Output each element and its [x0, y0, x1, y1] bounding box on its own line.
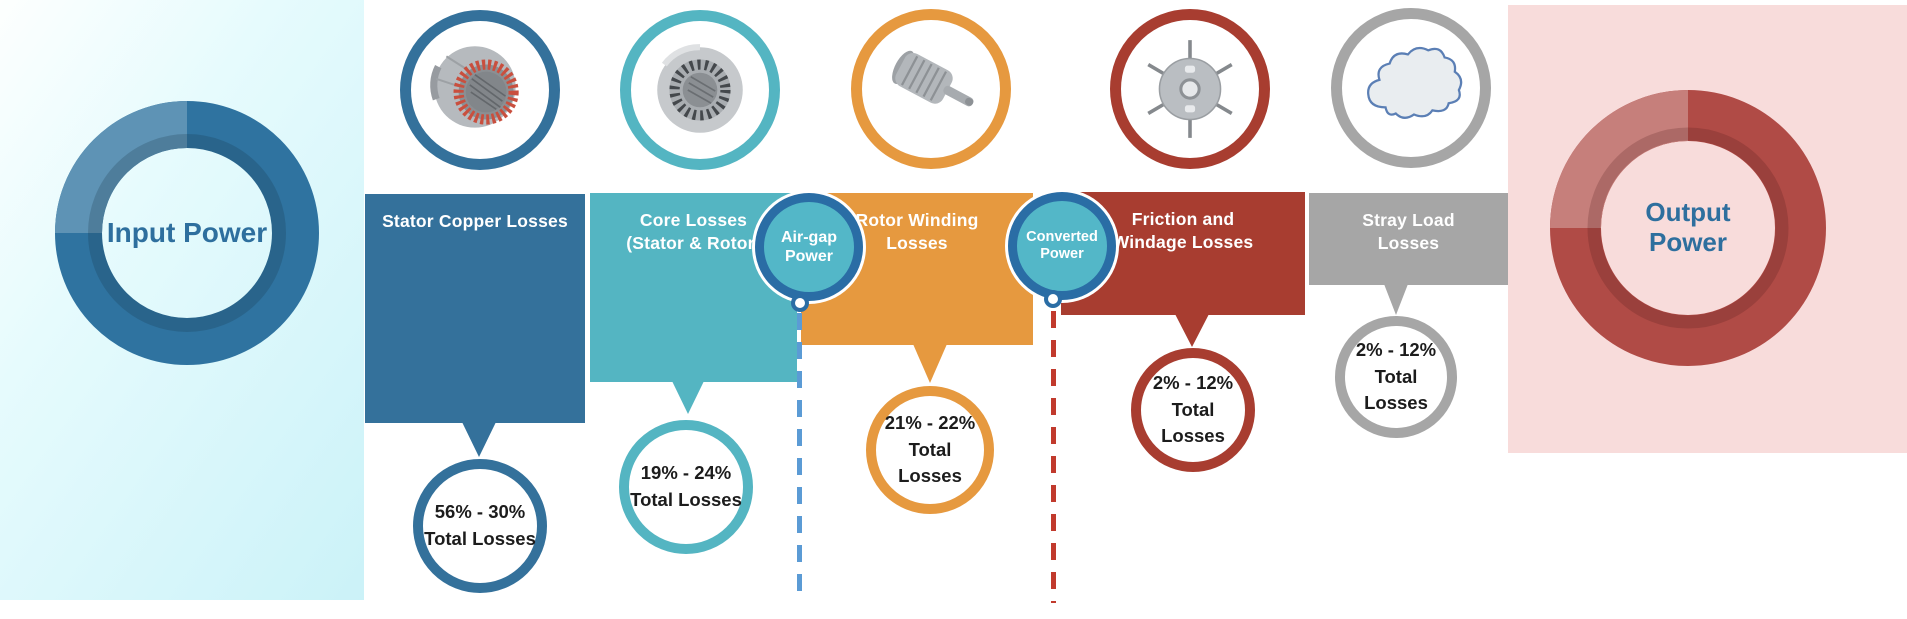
output-power-label: Output Power [1645, 197, 1731, 257]
converted-badge-connector [1044, 290, 1062, 308]
air-gap-dashed-line [797, 313, 802, 603]
input-power-label: Input Power [106, 216, 268, 248]
loss-caption: Total Losses [898, 438, 962, 487]
stator-copper-losses-title: Stator Copper Losses [382, 211, 568, 231]
fan-illustration [1147, 40, 1233, 138]
loss-caption: Total Losses [630, 489, 742, 510]
input-donut-light-segment [55, 101, 188, 234]
converted-power-badge: Converted Power [1008, 192, 1116, 300]
stray-load-loss-value-circle: 2% - 12% Total Losses [1335, 316, 1457, 438]
output-donut-inner-shadow [1587, 127, 1789, 329]
loss-range: 2% - 12% [1152, 371, 1234, 393]
input-donut-inner-shadow [88, 134, 286, 332]
stator-winding-icon [400, 10, 560, 170]
rotor-winding-losses-title: Rotor Winding Losses [855, 210, 979, 253]
stray-load-losses-tail [1384, 284, 1408, 315]
stator-core-icon [620, 10, 780, 170]
friction-windage-losses-tail [1175, 314, 1209, 347]
air-gap-badge-connector [791, 294, 809, 312]
output-donut-light-segment [1550, 90, 1689, 229]
stator-winding-illustration [430, 46, 519, 128]
input-power-donut [52, 98, 322, 373]
cloud-icon [1331, 8, 1491, 168]
rotor-winding-losses-tail [913, 344, 947, 383]
loss-caption: Total Losses [1364, 365, 1428, 414]
input-power-panel [0, 0, 364, 600]
loss-caption: Total Losses [1161, 398, 1225, 447]
loss-caption: Total Losses [424, 528, 536, 549]
stray-load-losses-title: Stray Load Losses [1362, 210, 1455, 253]
stator-copper-loss-value-circle: 56% - 30% Total Losses [413, 459, 547, 593]
stator-copper-losses-tail [462, 422, 496, 457]
rotor-icon [851, 9, 1011, 169]
stray-load-losses-box: Stray Load Losses [1309, 193, 1508, 285]
converted-power-dashed-line [1051, 311, 1056, 603]
friction-windage-losses-title: Friction and Windage Losses [1112, 209, 1254, 252]
air-gap-power-badge: Air-gap Power [755, 193, 863, 301]
loss-range: 19% - 24% [640, 462, 732, 484]
core-loss-value-circle: 19% - 24% Total Losses [619, 420, 753, 554]
cloud-illustration [1367, 46, 1463, 119]
stator-copper-losses-box: Stator Copper Losses [365, 194, 585, 423]
rotor-illustration [892, 50, 974, 107]
core-losses-box: Core Losses (Stator & Rotor) [590, 193, 797, 382]
core-losses-title: Core Losses (Stator & Rotor) [626, 210, 761, 253]
stator-core-illustration [657, 44, 743, 133]
loss-range: 56% - 30% [434, 501, 526, 523]
rotor-winding-loss-value-circle: 21% - 22% Total Losses [866, 386, 994, 514]
loss-range: 2% - 12% [1355, 338, 1437, 360]
fan-icon [1110, 9, 1270, 169]
loss-range: 21% - 22% [884, 411, 976, 433]
output-power-donut [1545, 85, 1831, 376]
friction-windage-loss-value-circle: 2% - 12% Total Losses [1131, 348, 1255, 472]
core-losses-tail [672, 381, 704, 414]
